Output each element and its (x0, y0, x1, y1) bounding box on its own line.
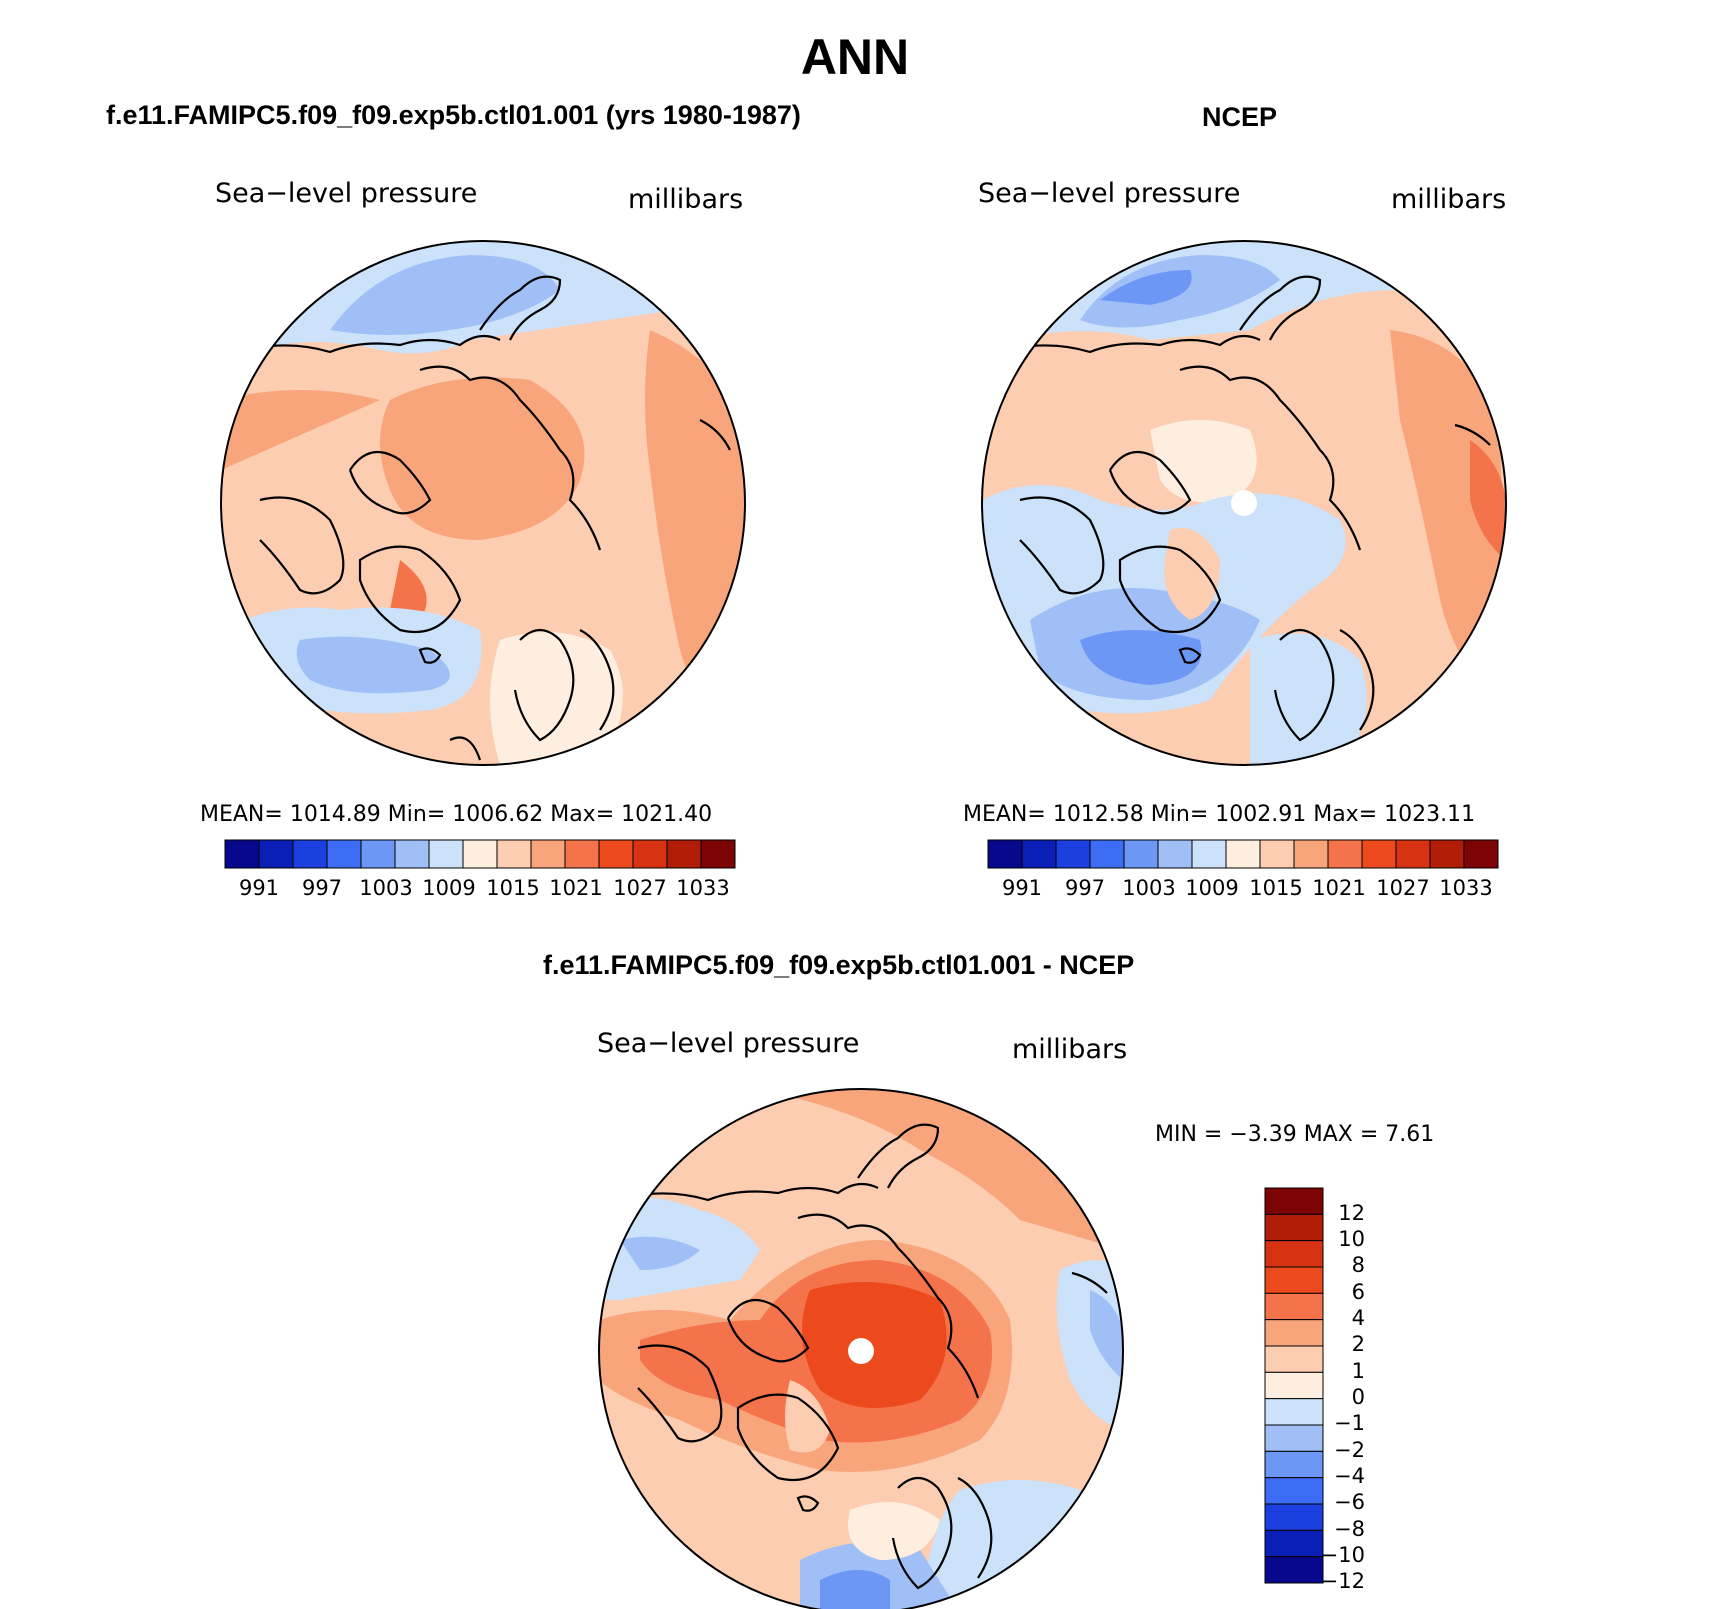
obs-tick-3: 1009 (1185, 876, 1239, 900)
diff-tick-9: −2 (1334, 1438, 1365, 1462)
colorbar-swatch (1089, 839, 1125, 869)
model-tick-4: 1015 (486, 876, 540, 900)
colorbar-swatch (462, 839, 498, 869)
colorbar-swatch (666, 839, 702, 869)
colorbar-swatch (1264, 1424, 1324, 1452)
colorbar-swatch (1264, 1187, 1324, 1215)
colorbar-swatch (1264, 1398, 1324, 1426)
colorbar-swatch (1395, 839, 1431, 869)
obs-stats: MEAN= 1012.58 Min= 1002.91 Max= 1023.11 (963, 802, 1476, 827)
diff-tick-8: −1 (1334, 1411, 1365, 1435)
model-tick-1: 997 (301, 876, 343, 900)
colorbar-swatch (292, 839, 328, 869)
diff-panel-title: f.e11.FAMIPC5.f09_f09.exp5b.ctl01.001 - … (543, 950, 1135, 980)
colorbar-swatch (326, 839, 362, 869)
diff-tick-1: 10 (1338, 1227, 1365, 1251)
colorbar-swatch (1191, 839, 1227, 869)
model-variable-label: Sea−level pressure (215, 178, 478, 209)
diff-units-label: millibars (1012, 1034, 1128, 1065)
colorbar-swatch (1361, 839, 1397, 869)
diff-tick-13: −10 (1320, 1543, 1365, 1567)
diff-tick-5: 2 (1351, 1332, 1365, 1356)
colorbar-swatch (1264, 1213, 1324, 1242)
model-tick-3: 1009 (422, 876, 476, 900)
model-tick-7: 1033 (676, 876, 730, 900)
colorbar-swatch (1293, 839, 1329, 869)
colorbar-swatch (394, 839, 430, 869)
obs-tick-0: 991 (1001, 876, 1043, 900)
colorbar-swatch (428, 839, 464, 869)
obs-tick-1: 997 (1064, 876, 1106, 900)
obs-panel-title: NCEP (1202, 102, 1278, 132)
obs-tick-5: 1021 (1312, 876, 1366, 900)
obs-tick-2: 1003 (1122, 876, 1176, 900)
colorbar-swatch (1327, 839, 1363, 869)
colorbar-swatch (1225, 839, 1261, 869)
model-colorbar (224, 839, 736, 869)
colorbar-swatch (1264, 1477, 1324, 1505)
diff-tick-0: 12 (1338, 1201, 1365, 1225)
diff-tick-12: −8 (1334, 1517, 1365, 1541)
diff-stats: MIN = −3.39 MAX = 7.61 (1155, 1122, 1435, 1147)
colorbar-swatch (1259, 839, 1295, 869)
colorbar-swatch (224, 839, 260, 869)
obs-colorbar (987, 839, 1499, 869)
model-tick-6: 1027 (613, 876, 667, 900)
diff-tick-14: −12 (1320, 1569, 1365, 1593)
diff-tick-2: 8 (1351, 1253, 1365, 1277)
diff-tick-7: 0 (1351, 1385, 1365, 1409)
obs-tick-7: 1033 (1439, 876, 1493, 900)
colorbar-swatch (1463, 839, 1499, 869)
obs-field (982, 241, 1506, 765)
colorbar-swatch (1264, 1503, 1324, 1531)
model-stats: MEAN= 1014.89 Min= 1006.62 Max= 1021.40 (200, 802, 713, 827)
diff-tick-11: −6 (1334, 1490, 1365, 1514)
colorbar-swatch (360, 839, 396, 869)
colorbar-swatch (1264, 1266, 1324, 1294)
colorbar-swatch (700, 839, 736, 869)
colorbar-swatch (1123, 839, 1159, 869)
colorbar-swatch (1264, 1450, 1324, 1479)
model-units-label: millibars (628, 184, 744, 215)
diff-tick-4: 4 (1351, 1306, 1365, 1330)
colorbar-swatch (1264, 1529, 1324, 1558)
colorbar-swatch (1429, 839, 1465, 869)
colorbar-swatch (496, 839, 532, 869)
diff-tick-3: 6 (1351, 1280, 1365, 1304)
model-tick-2: 1003 (359, 876, 413, 900)
colorbar-swatch (1021, 839, 1057, 869)
obs-tick-4: 1015 (1249, 876, 1303, 900)
colorbar-swatch (987, 839, 1023, 869)
colorbar-swatch (598, 839, 634, 869)
obs-units-label: millibars (1391, 184, 1507, 215)
colorbar-swatch (564, 839, 600, 869)
model-field (221, 241, 745, 765)
diff-tick-10: −4 (1334, 1464, 1365, 1488)
model-panel-title: f.e11.FAMIPC5.f09_f09.exp5b.ctl01.001 (y… (106, 100, 801, 130)
obs-tick-6: 1027 (1376, 876, 1430, 900)
colorbar-swatch (530, 839, 566, 869)
diff-colorbar (1264, 1187, 1324, 1584)
colorbar-swatch (1264, 1292, 1324, 1321)
model-tick-0: 991 (238, 876, 280, 900)
colorbar-swatch (1264, 1556, 1324, 1584)
obs-variable-label: Sea−level pressure (978, 178, 1241, 209)
colorbar-swatch (1157, 839, 1193, 869)
diff-variable-label: Sea−level pressure (597, 1028, 860, 1059)
colorbar-swatch (1264, 1319, 1324, 1347)
colorbar-swatch (632, 839, 668, 869)
colorbar-swatch (1055, 839, 1091, 869)
diff-tick-6: 1 (1351, 1359, 1365, 1383)
colorbar-swatch (258, 839, 294, 869)
model-tick-5: 1021 (549, 876, 603, 900)
figure-title: ANN (800, 29, 910, 85)
